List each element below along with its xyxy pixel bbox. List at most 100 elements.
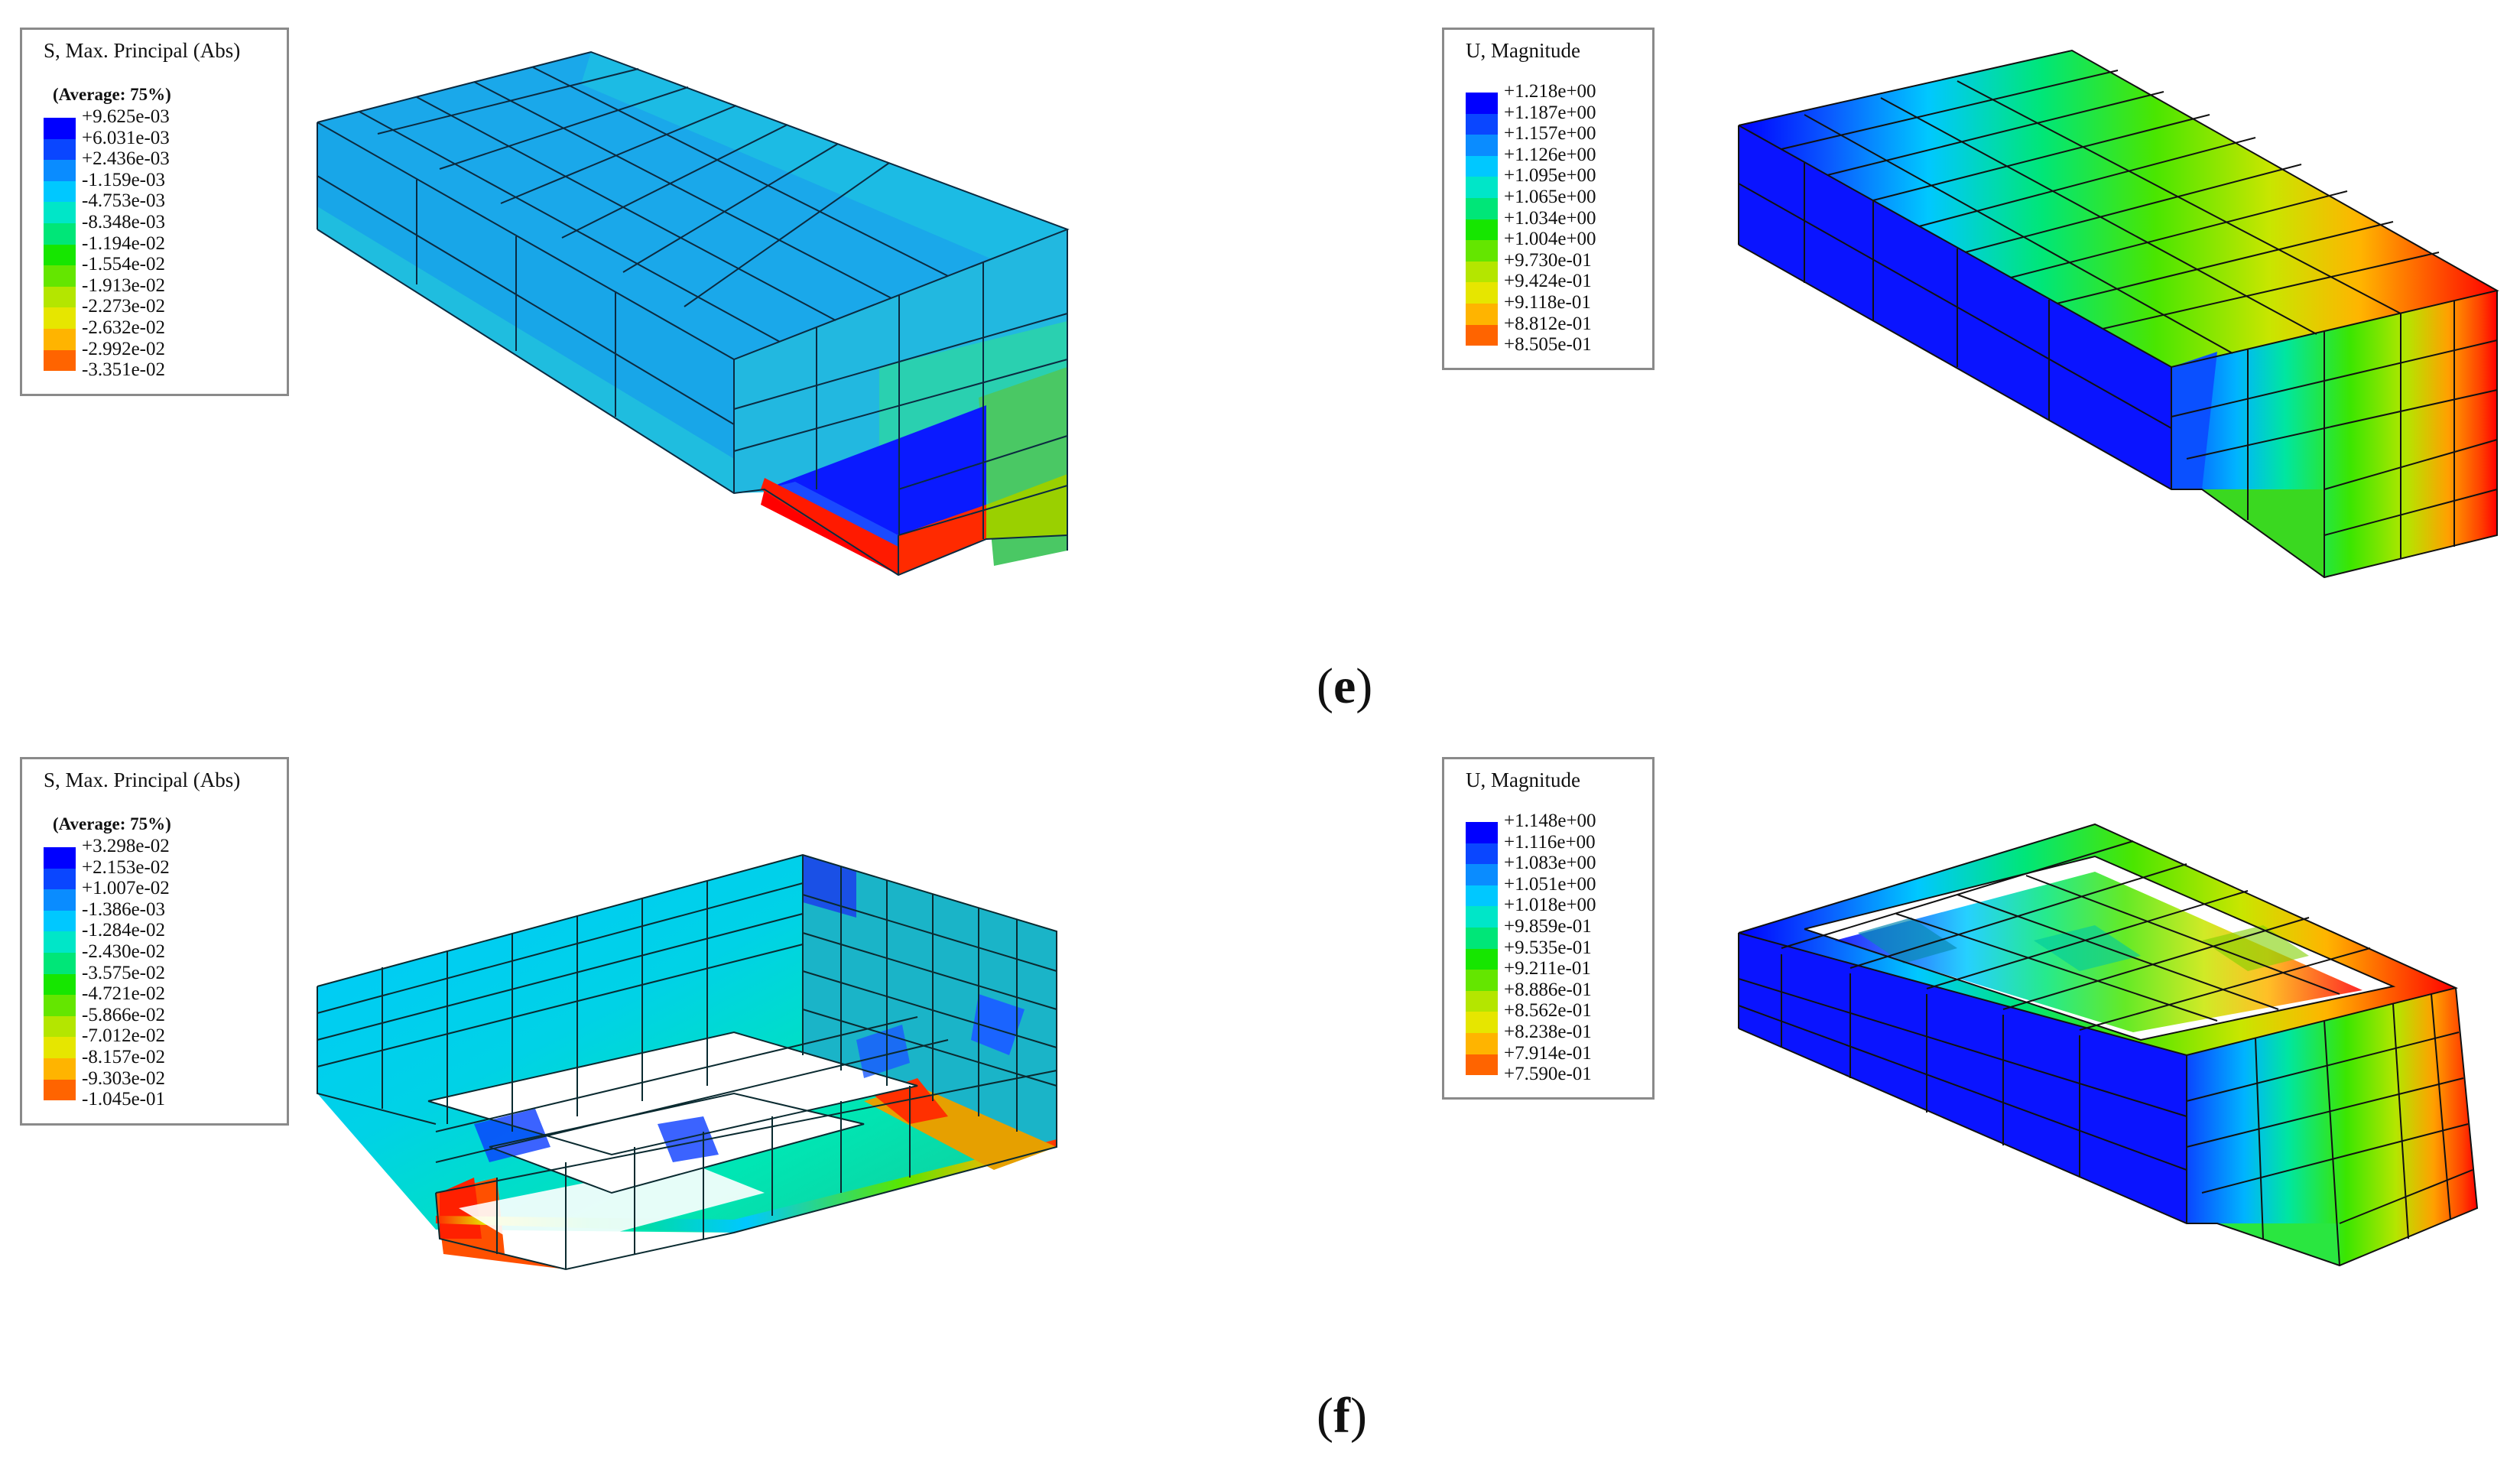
legend-value: +2.436e-03	[82, 148, 170, 170]
legend-value: +9.424e-01	[1504, 271, 1592, 292]
legend-value: +1.018e+00	[1504, 895, 1596, 916]
legend-swatch	[44, 202, 76, 223]
legend-swatch	[44, 1037, 76, 1058]
legend-swatch	[1466, 177, 1498, 198]
legend-value: +1.051e+00	[1504, 873, 1596, 895]
legend-value: -1.913e-02	[82, 275, 165, 296]
legend-title: U, Magnitude	[1466, 39, 1580, 62]
legend-value: +3.298e-02	[82, 836, 170, 856]
legend-value: +1.126e+00	[1504, 144, 1596, 165]
legend-f-displacement: U, Magnitude +1.148e+00 +1.116e+00 +1.083e…	[1442, 757, 1655, 1100]
legend-value: +1.004e+00	[1504, 229, 1596, 250]
legend-swatch	[1466, 1012, 1498, 1033]
legend-value: +9.211e-01	[1504, 958, 1591, 980]
legend-value: +1.148e+00	[1504, 811, 1596, 831]
legend-value: -1.284e-02	[82, 920, 165, 941]
legend-swatch	[44, 868, 76, 890]
legend-value: -1.045e-01	[82, 1089, 165, 1110]
legend-swatch	[1466, 843, 1498, 865]
legend-value: +2.153e-02	[82, 856, 170, 878]
legend-value: +6.031e-03	[82, 127, 170, 148]
panel-label-e: (e)	[1317, 658, 1373, 714]
legend-swatch	[44, 307, 76, 329]
legend-swatch	[44, 286, 76, 308]
legend-value: +8.886e-01	[1504, 979, 1592, 1000]
legend-color-bar	[44, 847, 76, 1101]
legend-value: +9.859e-01	[1504, 916, 1592, 937]
legend-swatch	[1466, 906, 1498, 928]
legend-title: S, Max. Principal (Abs)	[44, 39, 241, 62]
legend-swatch	[1466, 1032, 1498, 1054]
legend-swatch	[44, 889, 76, 911]
legend-subtitle: (Average: 75%)	[53, 85, 171, 104]
legend-value: -1.554e-02	[82, 254, 165, 275]
legend-value: -3.351e-02	[82, 359, 165, 381]
legend-swatch	[1466, 324, 1498, 346]
legend-value: +8.562e-01	[1504, 1000, 1592, 1022]
model-e-displacement	[1738, 49, 2499, 579]
legend-swatch	[44, 223, 76, 245]
model-f-displacement	[1738, 823, 2479, 1267]
legend-swatch	[44, 328, 76, 350]
legend-value: -8.157e-02	[82, 1047, 165, 1067]
legend-swatch	[1466, 282, 1498, 304]
legend-value: -2.430e-02	[82, 941, 165, 962]
legend-value: -1.159e-03	[82, 169, 165, 190]
legend-value: -8.348e-03	[82, 212, 165, 232]
legend-swatch	[1466, 155, 1498, 177]
legend-swatch	[1466, 135, 1498, 156]
legend-swatch	[44, 244, 76, 266]
legend-swatch	[1466, 970, 1498, 991]
legend-value: -2.992e-02	[82, 338, 165, 359]
legend-swatch	[44, 910, 76, 932]
legend-value: +1.157e+00	[1504, 123, 1596, 145]
legend-value: +1.083e+00	[1504, 853, 1596, 874]
panel-label-f: (f)	[1317, 1388, 1367, 1444]
legend-title: S, Max. Principal (Abs)	[44, 768, 241, 791]
legend-subtitle: (Average: 75%)	[53, 814, 171, 833]
legend-swatch	[44, 118, 76, 139]
legend-color-bar	[1466, 822, 1498, 1076]
model-f-stress	[317, 853, 1057, 1271]
legend-value: +9.535e-01	[1504, 937, 1592, 958]
legend-value: -4.721e-02	[82, 983, 165, 1005]
legend-swatch	[1466, 240, 1498, 262]
legend-swatch	[44, 160, 76, 181]
legend-value: +9.625e-03	[82, 106, 170, 127]
legend-swatch	[44, 1015, 76, 1038]
legend-value: -2.273e-02	[82, 296, 165, 317]
legend-value: +1.034e+00	[1504, 207, 1596, 229]
legend-swatch	[44, 265, 76, 287]
legend-swatch	[44, 931, 76, 953]
legend-swatch	[1466, 303, 1498, 325]
legend-swatch	[1466, 990, 1498, 1012]
model-e-stress	[317, 50, 1070, 577]
legend-swatch	[1466, 219, 1498, 241]
legend-swatch	[44, 973, 76, 996]
legend-swatch	[1466, 948, 1498, 970]
legend-swatch	[1466, 261, 1498, 283]
legend-value: -5.866e-02	[82, 1004, 165, 1025]
legend-color-bar	[1466, 93, 1498, 346]
legend-value: +8.505e-01	[1504, 334, 1592, 356]
legend-swatch	[44, 1058, 76, 1080]
legend-value: +7.914e-01	[1504, 1042, 1592, 1064]
legend-swatch	[1466, 864, 1498, 885]
legend-value: -3.575e-02	[82, 962, 165, 983]
legend-value: +1.187e+00	[1504, 102, 1596, 123]
legend-value: -4.753e-03	[82, 190, 165, 212]
legend-value: +1.116e+00	[1504, 831, 1596, 853]
legend-swatch	[44, 1079, 76, 1101]
legend-swatch	[44, 349, 76, 372]
legend-swatch	[44, 847, 76, 869]
legend-swatch	[44, 952, 76, 974]
legend-value: +1.218e+00	[1504, 81, 1596, 102]
legend-value: +8.812e-01	[1504, 313, 1592, 334]
legend-color-bar	[44, 118, 76, 372]
legend-swatch	[1466, 1054, 1498, 1076]
legend-value: +8.238e-01	[1504, 1022, 1592, 1042]
legend-value: +1.065e+00	[1504, 187, 1596, 207]
legend-value: +9.118e-01	[1504, 292, 1591, 313]
legend-f-stress: S, Max. Principal (Abs) (Average: 75%) +…	[20, 757, 289, 1126]
legend-e-stress: S, Max. Principal (Abs) (Average: 75%) +…	[20, 28, 289, 396]
